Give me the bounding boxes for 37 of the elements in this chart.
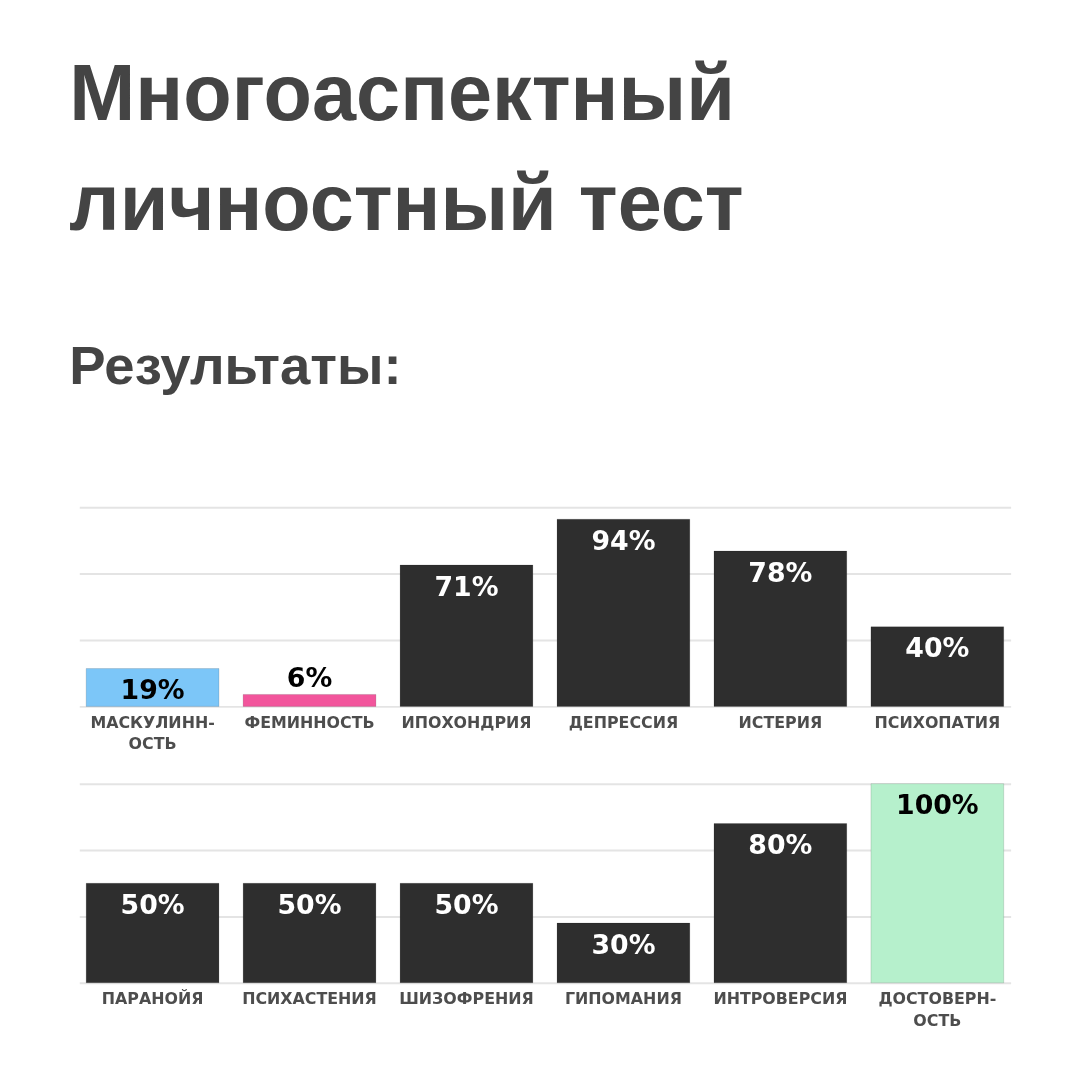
data-label: 80% (748, 829, 813, 861)
x-tick-label: ИПОХОНДРИЯ (401, 712, 532, 732)
chart-subtitle: Результаты: (69, 335, 402, 397)
x-tick-label: ПСИХАСТЕНИЯ (242, 989, 377, 1009)
x-tick-label: ИНТРОВЕРСИЯ (713, 989, 848, 1009)
x-tick-label: ПАРАНОЙЯ (101, 989, 204, 1009)
bar (242, 882, 377, 984)
x-tick-label: ИСТЕРИЯ (738, 712, 823, 732)
x-tick-label: ФЕМИННОСТЬ (244, 712, 375, 732)
data-label: 78% (748, 556, 813, 588)
bar (870, 626, 1005, 707)
x-tick-label: ДОСТОВЕРН-ОСТЬ (878, 989, 997, 1030)
bar (870, 783, 1005, 984)
bar (713, 822, 848, 984)
x-tick-label: ДЕПРЕССИЯ (568, 712, 679, 732)
data-label: 50% (120, 888, 185, 920)
data-label: 50% (434, 888, 499, 920)
data-label: 6% (286, 662, 333, 694)
bar (242, 693, 377, 707)
bar (85, 882, 220, 984)
x-tick-label: ГИПОМАНИЯ (565, 989, 682, 1009)
chart-title: Многоаспектный личностный тест (69, 47, 744, 247)
bar (399, 882, 534, 984)
data-label: 71% (434, 570, 499, 602)
data-label: 100% (896, 789, 979, 821)
data-label: 30% (591, 928, 656, 960)
data-label: 40% (905, 632, 970, 664)
bar (399, 564, 534, 707)
data-label: 50% (277, 888, 342, 920)
x-tick-label: МАСКУЛИНН-ОСТЬ (90, 712, 215, 754)
bar (556, 518, 691, 707)
data-label: 94% (591, 524, 656, 556)
x-tick-label: ПСИХОПАТИЯ (874, 712, 1001, 732)
bar (713, 550, 848, 707)
data-label: 19% (120, 674, 185, 706)
bar (556, 922, 691, 984)
x-tick-label: ШИЗОФРЕНИЯ (399, 989, 534, 1009)
